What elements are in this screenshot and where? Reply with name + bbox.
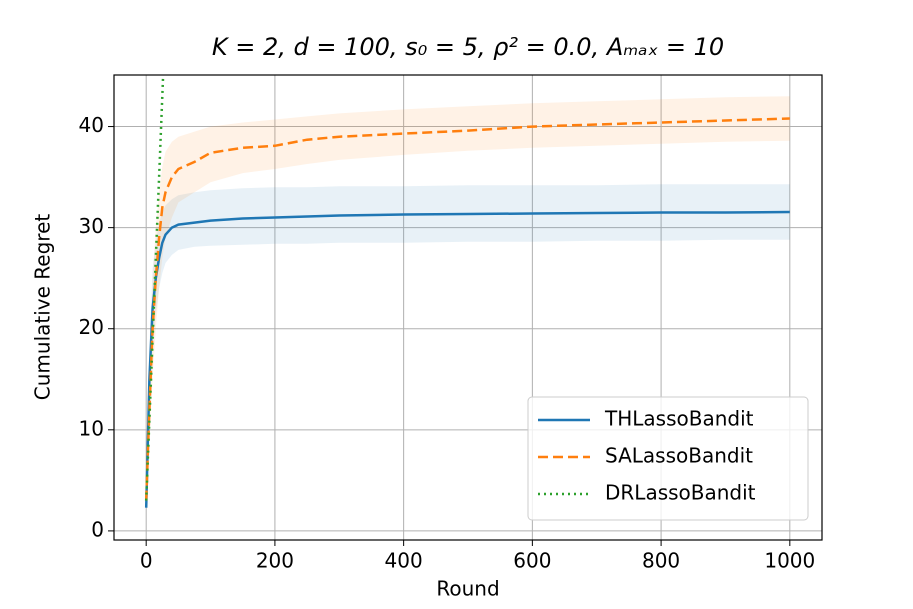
x-tick-label: 600 [513,549,551,573]
chart-title: K = 2, d = 100, s₀ = 5, ρ² = 0.0, Aₘₐₓ =… [212,33,724,61]
y-tick-label: 40 [79,113,104,137]
legend: THLassoBandit SALassoBandit DRLassoBandit [527,396,809,521]
x-axis-label: Round [436,577,499,601]
y-tick-label: 10 [79,416,104,440]
x-tick-label: 400 [385,549,423,573]
confidence-band [146,184,790,511]
axes: 0 200 400 600 800 1000 0 10 20 30 40 [79,113,816,572]
legend-box [527,396,809,521]
series-line [144,117,790,501]
x-tick-label: 1000 [764,549,815,573]
x-tick-label: 200 [256,549,294,573]
y-tick-label: 20 [79,315,104,339]
legend-label: SALassoBandit [605,444,753,468]
y-tick-label: 30 [79,214,104,238]
x-tick-label: 0 [140,549,153,573]
x-tick-label: 800 [642,549,680,573]
plot-area [144,75,790,511]
axes-frame [113,74,823,541]
y-axis-label: Cumulative Regret [31,214,55,401]
confidence-band [146,96,790,506]
legend-label: THLassoBandit [604,407,754,431]
y-tick-label: 0 [91,517,104,541]
legend-label: DRLassoBandit [605,481,756,505]
grid [114,75,822,540]
